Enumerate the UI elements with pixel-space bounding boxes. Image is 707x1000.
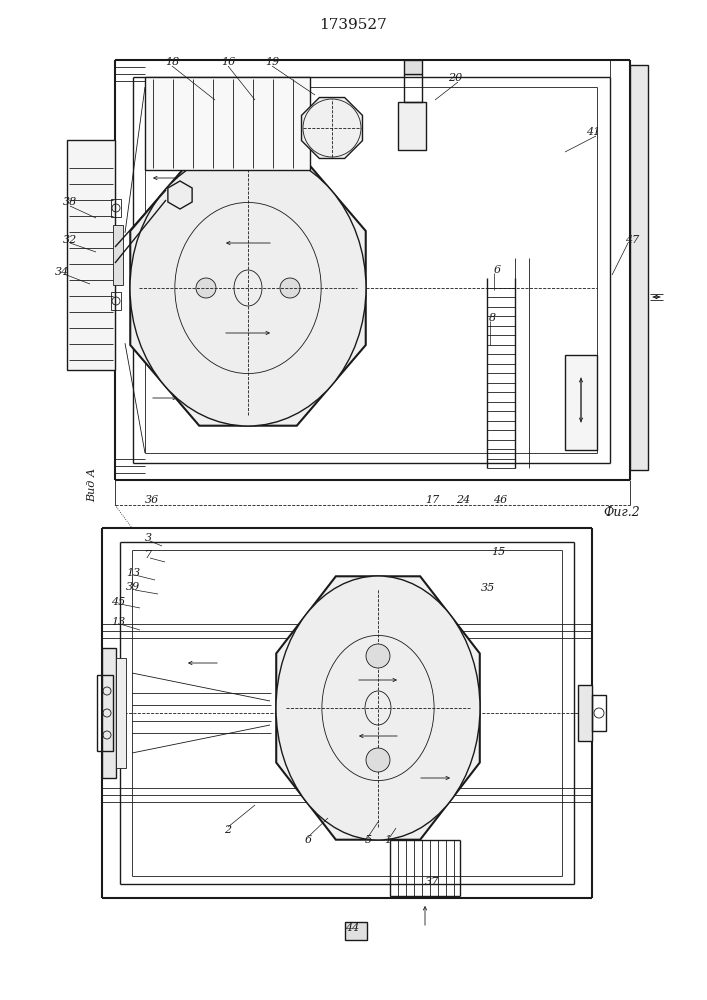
Bar [116, 658, 126, 768]
Polygon shape [130, 150, 366, 426]
Text: 44: 44 [345, 923, 359, 933]
Bar [102, 648, 116, 778]
Text: 13: 13 [111, 617, 125, 627]
Text: 24: 24 [456, 495, 470, 505]
Text: 1: 1 [385, 835, 392, 845]
Bar [111, 199, 121, 217]
Ellipse shape [276, 576, 480, 840]
Text: 18: 18 [165, 57, 179, 67]
Text: 2: 2 [224, 825, 232, 835]
Text: 39: 39 [126, 582, 140, 592]
Bar [404, 60, 422, 74]
Text: 20: 20 [448, 73, 462, 83]
Bar [565, 355, 597, 450]
Text: 36: 36 [145, 495, 159, 505]
Text: 13: 13 [126, 568, 140, 578]
Bar [113, 225, 123, 285]
Text: 34: 34 [55, 267, 69, 277]
Text: 38: 38 [63, 197, 77, 207]
Circle shape [280, 278, 300, 298]
Text: 47: 47 [625, 235, 639, 245]
Text: 19: 19 [265, 57, 279, 67]
Text: 37: 37 [425, 877, 439, 887]
Bar [345, 922, 367, 940]
Circle shape [196, 278, 216, 298]
Bar [67, 140, 115, 370]
Circle shape [366, 644, 390, 668]
Circle shape [366, 748, 390, 772]
Text: 6: 6 [493, 265, 501, 275]
Bar [145, 77, 310, 170]
Text: 3: 3 [144, 533, 151, 543]
Bar [97, 675, 113, 751]
Text: 16: 16 [221, 57, 235, 67]
Text: 45: 45 [111, 597, 125, 607]
Polygon shape [301, 98, 363, 158]
Text: Фиг.2: Фиг.2 [604, 506, 641, 518]
Bar [578, 685, 592, 741]
Bar [404, 74, 422, 102]
Text: 8: 8 [489, 313, 496, 323]
Bar [592, 695, 606, 731]
Bar [630, 65, 648, 470]
Text: 17: 17 [425, 495, 439, 505]
Text: 6: 6 [305, 835, 312, 845]
Text: 5: 5 [364, 835, 372, 845]
Text: 15: 15 [491, 547, 505, 557]
Polygon shape [276, 576, 480, 840]
Text: 35: 35 [481, 583, 495, 593]
Text: 1739527: 1739527 [319, 18, 387, 32]
Text: Вид А: Вид А [87, 468, 97, 502]
Text: 46: 46 [493, 495, 507, 505]
Text: 41: 41 [586, 127, 600, 137]
Text: 7: 7 [144, 550, 151, 560]
Text: 32: 32 [63, 235, 77, 245]
Bar [398, 102, 426, 150]
Ellipse shape [130, 150, 366, 426]
Bar [111, 292, 121, 310]
